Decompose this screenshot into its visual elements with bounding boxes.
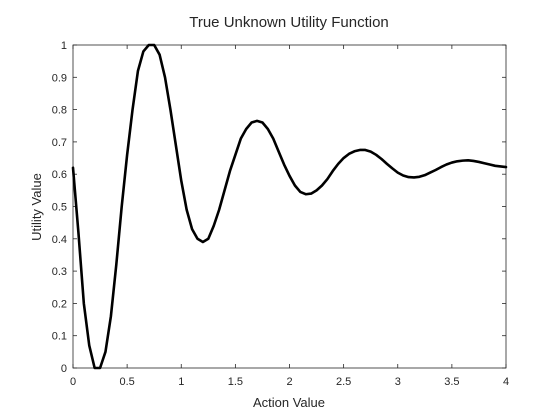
y-axis-label: Utility Value [29,173,44,241]
y-tick-label: 0.9 [52,72,67,84]
x-tick-label: 2.5 [336,376,351,388]
x-tick-label: 1 [178,376,184,388]
y-tick-label: 0.3 [52,266,67,278]
x-tick-label: 2 [286,376,292,388]
y-tick-label: 0.4 [52,234,67,246]
x-tick-label: 0 [70,376,76,388]
y-tick-label: 0.5 [52,202,67,214]
x-tick-label: 3 [395,376,401,388]
y-tick-label: 0.6 [52,169,67,181]
x-tick-label: 3.5 [444,376,459,388]
x-axis-label: Action Value [253,395,325,410]
y-tick-label: 0 [61,363,67,375]
axes-box [72,44,507,369]
plot-area: 0 0.5 1 1.5 2 2.5 3 3.5 4 0 0.1 0.2 0.3 0.4 0.5 0.6 0.7 0… [52,40,509,388]
x-tick-label: 4 [503,376,509,388]
y-tick-label: 0.8 [52,105,67,117]
y-tick-label: 0.1 [52,331,67,343]
x-tick-label: 0.5 [119,376,134,388]
y-tick-label: 0.7 [52,137,67,149]
chart-title: True Unknown Utility Function [189,14,389,31]
y-tick-label: 0.2 [52,298,67,310]
utility-curve-line [71,43,508,370]
x-tick-label: 1.5 [228,376,243,388]
y-tick-label: 1 [61,40,67,52]
